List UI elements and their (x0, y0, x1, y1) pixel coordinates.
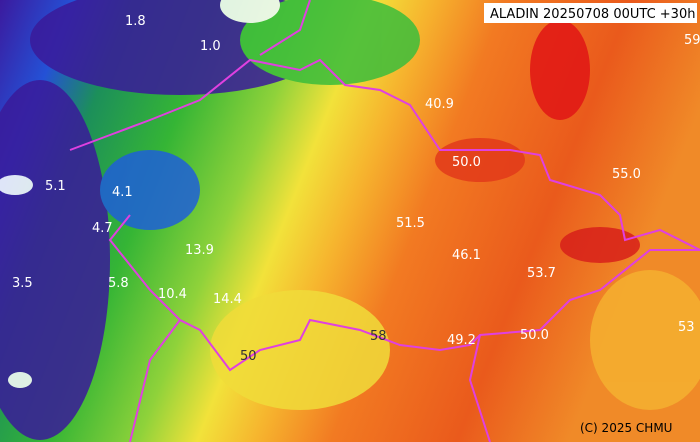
contour-label: 1.8 (125, 14, 146, 29)
contour-label: 53 (678, 320, 695, 335)
title: ALADIN 20250708 00UTC +30h (490, 7, 695, 22)
contour-label: 13.9 (185, 243, 214, 258)
contour-label: 1.0 (200, 39, 221, 54)
contour-labels: 1.8 1.0 5.1 4.1 4.7 3.5 5.8 13.9 10.4 14.4 40.9 50.… (12, 14, 700, 364)
contour-label: 5.1 (45, 179, 66, 194)
title-box (484, 3, 697, 23)
contour-label: 58 (370, 329, 387, 344)
contour-label: 51.5 (396, 216, 425, 231)
contour-label: 50.0 (520, 328, 549, 343)
contour-label: 46.1 (452, 248, 481, 263)
contour-label: 53.7 (527, 266, 556, 281)
contour-label: 3.5 (12, 276, 33, 291)
contour-label: 50 (240, 349, 257, 364)
contour-label: 14.4 (213, 292, 242, 307)
contour-label: 55.0 (612, 167, 641, 182)
contour-label: 4.1 (112, 185, 133, 200)
contour-label: 40.9 (425, 97, 454, 112)
contour-label: 5.8 (108, 276, 129, 291)
contour-label: 50.0 (452, 155, 481, 170)
contour-label: 49.2 (447, 333, 476, 348)
borders (69, 0, 700, 442)
credit: (C) 2025 CHMU (580, 421, 672, 435)
contour-label: 59 (684, 33, 700, 48)
contour-label: 10.4 (158, 287, 187, 302)
contour-label: 4.7 (92, 221, 113, 236)
